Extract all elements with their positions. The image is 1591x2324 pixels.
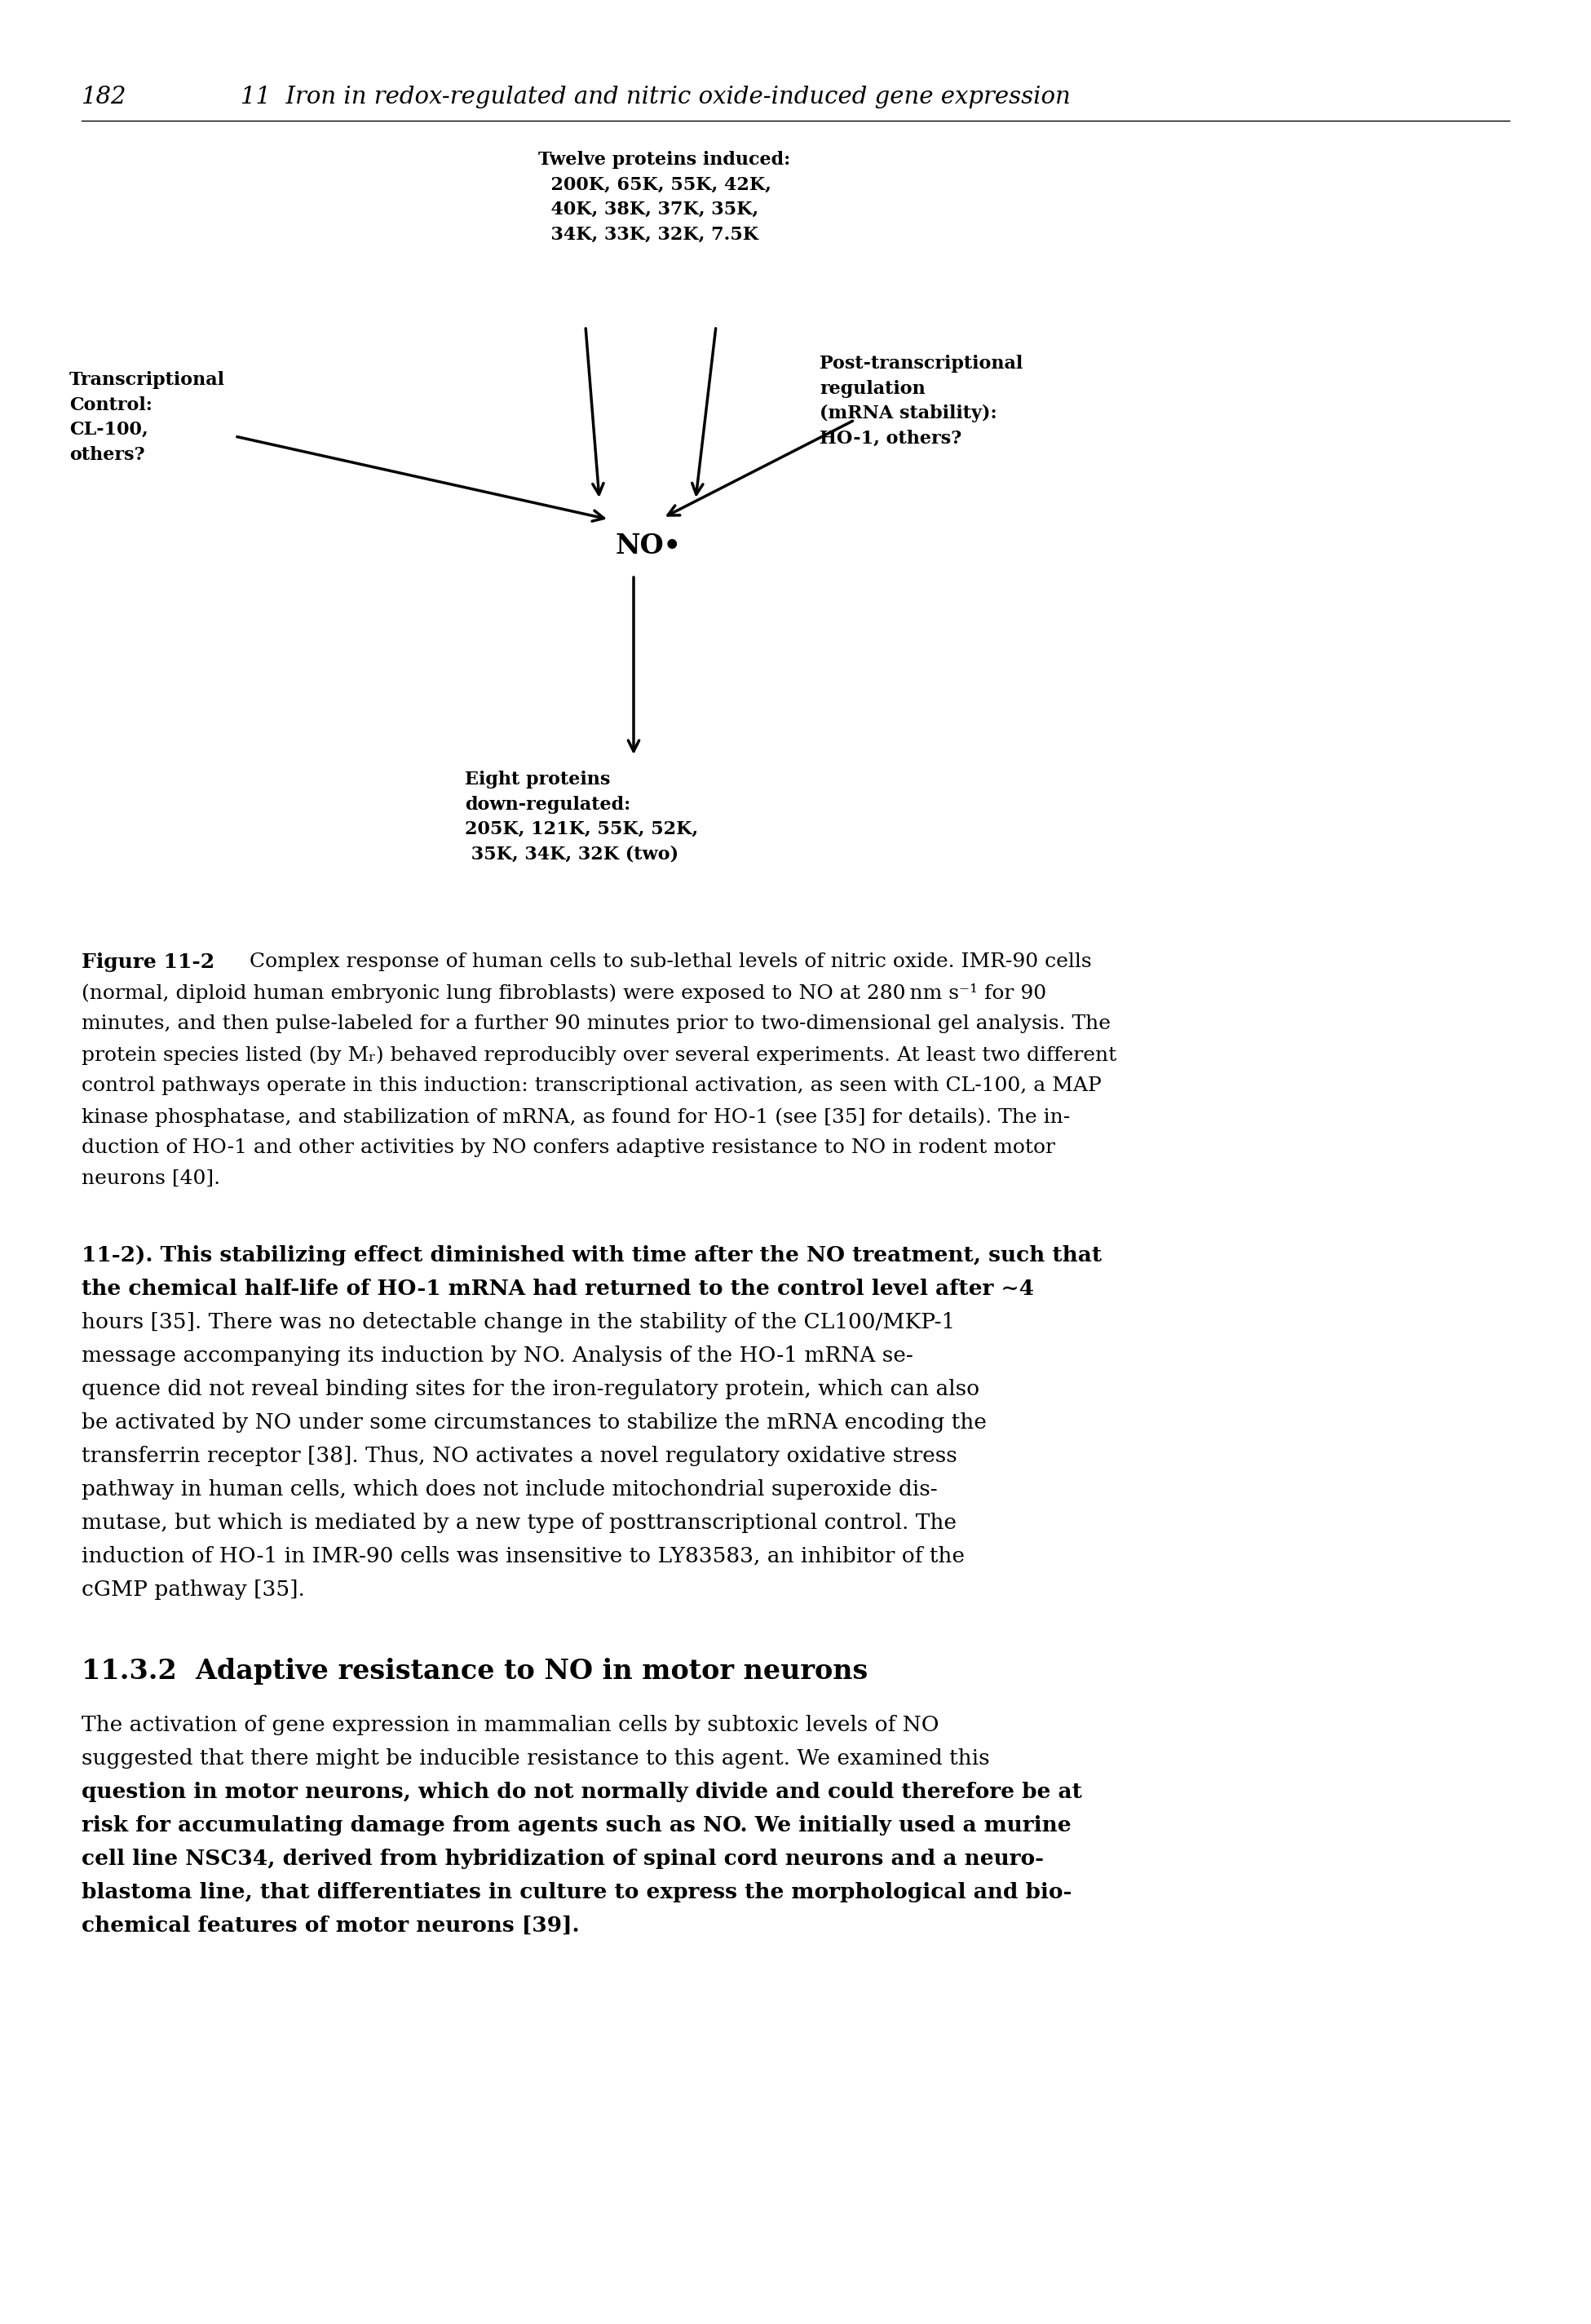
Text: suggested that there might be inducible resistance to this agent. We examined th: suggested that there might be inducible … [81,1748,990,1769]
Text: hours [35]. There was no detectable change in the stability of the CL100/MKP-1: hours [35]. There was no detectable chan… [81,1313,955,1332]
Text: 182: 182 [81,86,127,109]
Text: risk for accumulating damage from agents such as NO. We initially used a murine: risk for accumulating damage from agents… [81,1815,1071,1836]
Text: mutase, but which is mediated by a new type of posttranscriptional control. The: mutase, but which is mediated by a new t… [81,1513,956,1534]
Text: cell line NSC34, derived from hybridization of spinal cord neurons and a neuro-: cell line NSC34, derived from hybridizat… [81,1848,1044,1868]
Text: cGMP pathway [35].: cGMP pathway [35]. [81,1580,305,1599]
Text: protein species listed (by Mᵣ) behaved reproducibly over several experiments. At: protein species listed (by Mᵣ) behaved r… [81,1046,1117,1064]
Text: control pathways operate in this induction: transcriptional activation, as seen : control pathways operate in this inducti… [81,1076,1101,1095]
Text: pathway in human cells, which does not include mitochondrial superoxide dis-: pathway in human cells, which does not i… [81,1478,937,1499]
Text: NO•: NO• [616,532,681,560]
Text: Figure 11-2: Figure 11-2 [81,953,215,971]
Text: Eight proteins
down-regulated:
205K, 121K, 55K, 52K,
 35K, 34K, 32K (two): Eight proteins down-regulated: 205K, 121… [465,772,698,862]
Text: minutes, and then pulse-labeled for a further 90 minutes prior to two-dimensiona: minutes, and then pulse-labeled for a fu… [81,1013,1111,1034]
Text: question in motor neurons, which do not normally divide and could therefore be a: question in motor neurons, which do not … [81,1783,1082,1801]
Text: be activated by NO under some circumstances to stabilize the mRNA encoding the: be activated by NO under some circumstan… [81,1413,986,1432]
Text: 11-2). This stabilizing effect diminished with time after the NO treatment, such: 11-2). This stabilizing effect diminishe… [81,1246,1103,1267]
Text: the chemical half-life of HO-1 mRNA had returned to the control level after ∼4: the chemical half-life of HO-1 mRNA had … [81,1278,1034,1299]
Text: blastoma line, that differentiates in culture to express the morphological and b: blastoma line, that differentiates in cu… [81,1882,1072,1903]
Text: 11  Iron in redox-regulated and nitric oxide-induced gene expression: 11 Iron in redox-regulated and nitric ox… [240,86,1071,109]
Text: Post-transcriptional
regulation
(mRNA stability):
HO-1, others?: Post-transcriptional regulation (mRNA st… [819,356,1023,449]
Text: induction of HO-1 in IMR-90 cells was insensitive to LY83583, an inhibitor of th: induction of HO-1 in IMR-90 cells was in… [81,1545,964,1566]
Text: quence did not reveal binding sites for the iron-regulatory protein, which can a: quence did not reveal binding sites for … [81,1378,980,1399]
Text: transferrin receptor [38]. Thus, NO activates a novel regulatory oxidative stres: transferrin receptor [38]. Thus, NO acti… [81,1446,958,1466]
Text: Complex response of human cells to sub-lethal levels of nitric oxide. IMR-90 cel: Complex response of human cells to sub-l… [243,953,1091,971]
Text: Transcriptional
Control:
CL-100,
others?: Transcriptional Control: CL-100, others? [70,372,224,462]
Text: chemical features of motor neurons [39].: chemical features of motor neurons [39]. [81,1915,579,1936]
Text: Twelve proteins induced:
  200K, 65K, 55K, 42K,
  40K, 38K, 37K, 35K,
  34K, 33K: Twelve proteins induced: 200K, 65K, 55K,… [538,151,791,244]
Text: 11.3.2  Adaptive resistance to NO in motor neurons: 11.3.2 Adaptive resistance to NO in moto… [81,1657,867,1685]
Text: message accompanying its induction by NO. Analysis of the HO-1 mRNA se-: message accompanying its induction by NO… [81,1346,913,1367]
Text: duction of HO-1 and other activities by NO confers adaptive resistance to NO in : duction of HO-1 and other activities by … [81,1139,1055,1157]
Text: neurons [40].: neurons [40]. [81,1169,220,1188]
Text: The activation of gene expression in mammalian cells by subtoxic levels of NO: The activation of gene expression in mam… [81,1715,939,1736]
Text: kinase phosphatase, and stabilization of mRNA, as found for HO-1 (see [35] for d: kinase phosphatase, and stabilization of… [81,1106,1071,1127]
Text: (normal, diploid human embryonic lung fibroblasts) were exposed to NO at 280 nm : (normal, diploid human embryonic lung fi… [81,983,1047,1004]
